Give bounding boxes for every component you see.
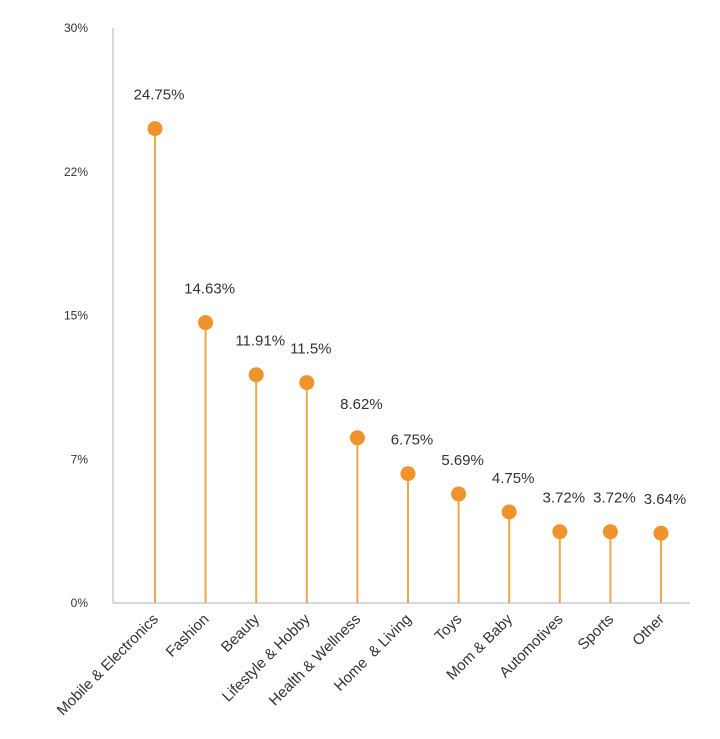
- lollipop-marker: [602, 524, 618, 540]
- value-label: 5.69%: [441, 452, 484, 469]
- lollipop-marker: [552, 524, 568, 540]
- value-label: 11.5%: [290, 341, 331, 358]
- y-tick-labels: 0% 7% 15% 22% 30%: [64, 21, 88, 610]
- category-label: Sports: [575, 611, 618, 654]
- y-tick-label: 0%: [71, 596, 89, 610]
- category-label: Beauty: [218, 610, 263, 655]
- category-label: Fashion: [163, 611, 213, 661]
- lollipop-markers: [147, 121, 669, 541]
- value-label: 11.91%: [235, 333, 285, 350]
- value-label: 14.63%: [184, 281, 235, 298]
- lollipop-marker: [198, 315, 214, 331]
- y-tick-label: 30%: [64, 21, 88, 35]
- category-labels: Mobile & Electronics Fashion BeautyLifesty…: [54, 610, 668, 718]
- lollipop-marker: [147, 121, 163, 137]
- y-tick-label: 7%: [71, 452, 89, 466]
- value-labels: 24.75% 14.63% 11.91% 11.5% 8.62% 6.75% 5.69% 4.…: [134, 87, 687, 509]
- category-label: Lifestyle & Hobby: [219, 610, 314, 705]
- value-label: 3.72%: [593, 490, 636, 507]
- lollipop-marker: [653, 525, 669, 541]
- value-label: 3.72%: [543, 490, 586, 507]
- category-label: Health & Wellness: [266, 611, 364, 709]
- lollipop-marker: [248, 367, 264, 383]
- value-label: 3.64%: [644, 491, 687, 508]
- value-label: 6.75%: [391, 432, 434, 449]
- value-label: 8.62%: [340, 396, 383, 413]
- value-label: 4.75%: [492, 470, 535, 487]
- lollipop-marker: [501, 504, 517, 520]
- category-label: Mobile & Electronics: [54, 611, 162, 719]
- lollipop-marker: [349, 430, 365, 446]
- category-label: Other: [629, 611, 668, 650]
- lollipop-marker: [400, 466, 416, 482]
- y-tick-label: 22%: [64, 165, 88, 179]
- lollipop-marker: [299, 375, 315, 391]
- y-tick-label: 15%: [64, 309, 88, 323]
- lollipop-marker: [451, 486, 467, 502]
- lollipop-stems: [154, 128, 662, 603]
- category-label: Toys: [432, 611, 466, 645]
- value-label: 24.75%: [134, 87, 185, 104]
